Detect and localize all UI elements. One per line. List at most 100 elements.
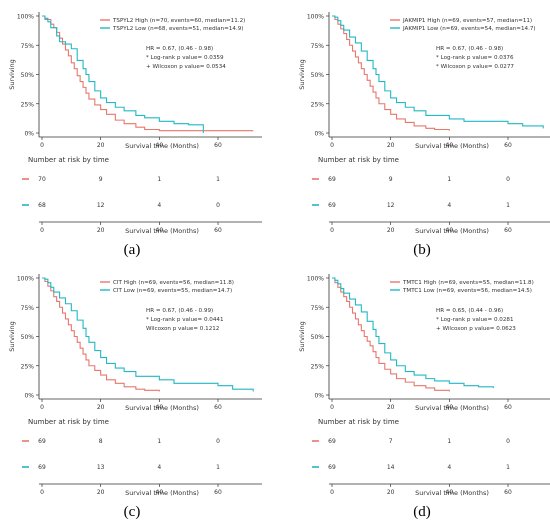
stats-annotation: * Wilcoxon p value= 0.0277 [436,64,514,70]
y-tick-label: 50% [311,334,325,341]
y-tick-label: 50% [311,72,325,79]
y-tick-label: 25% [311,101,325,108]
y-tick-label: 75% [311,305,325,312]
y-tick-label: 75% [311,43,325,50]
stats-annotation: HR = 0.67, (0.46 - 0.98) [146,46,213,52]
y-tick-label: 0% [24,393,34,400]
risk-axis-tick-label: 40 [156,227,164,234]
panel-label: (b) [413,242,431,258]
risk-count: 69 [328,464,336,471]
y-tick-label: 25% [311,363,325,370]
x-axis-label: Survival time (Months) [125,142,199,150]
y-axis-label: Surviving [298,59,306,89]
km-curve-high [42,15,254,132]
legend-entry: CIT High (n=69, events=56, median=11.8) [113,280,234,286]
stats-annotation: HR = 0.65, (0.44 - 0.96) [436,308,503,314]
x-tick-label: 40 [156,142,164,149]
km-curve-low [42,277,254,392]
risk-count: 9 [99,176,103,183]
stats-annotation: * Log-rank p value= 0.0441 [146,317,224,323]
risk-count: 1 [506,464,510,471]
x-tick-label: 20 [387,142,395,149]
km-curve-low [42,15,204,133]
risk-count: 0 [216,202,220,209]
risk-axis-tick-label: 60 [214,227,222,234]
risk-count: 69 [328,438,336,445]
risk-count: 70 [38,176,46,183]
risk-count: 68 [38,202,46,209]
y-tick-label: 100% [17,276,34,283]
panel-label: (a) [124,242,141,258]
x-tick-label: 20 [97,142,105,149]
risk-table-title: Number at risk by time [28,156,109,164]
risk-count: 69 [328,176,336,183]
risk-axis-label: Survival time (Months) [125,489,199,497]
stats-annotation: Wilcoxon p value= 0.1212 [146,326,219,332]
risk-axis-tick-label: 40 [446,227,454,234]
risk-axis-tick-label: 0 [330,489,334,496]
risk-count: 0 [506,438,510,445]
x-tick-label: 60 [214,404,222,411]
x-tick-label: 0 [40,404,44,411]
panel-label: (c) [124,504,141,520]
y-tick-label: 50% [21,334,35,341]
km-curve-low [332,277,494,388]
risk-axis-tick-label: 0 [40,227,44,234]
km-curve-high [42,277,160,392]
km-curve-high [332,15,450,131]
risk-axis-tick-label: 60 [504,227,512,234]
risk-count: 1 [157,438,161,445]
stats-annotation: + Wilcoxon p value= 0.0534 [146,64,226,70]
y-tick-label: 50% [21,72,35,79]
stats-annotation: HR = 0.67, (0.46 - 0.98) [436,46,503,52]
risk-axis-tick-label: 40 [446,489,454,496]
risk-count: 69 [38,438,46,445]
y-tick-label: 100% [307,14,324,21]
legend-entry: JAKMIP1 High (n=69, events=57, median=11… [402,18,532,24]
risk-count: 1 [157,176,161,183]
y-axis-label: Surviving [8,59,16,89]
risk-count: 1 [216,176,220,183]
risk-count: 14 [387,464,395,471]
stats-annotation: HR = 0.67, (0.46 - 0.99) [146,308,213,314]
y-tick-label: 100% [307,276,324,283]
x-tick-label: 60 [504,142,512,149]
risk-axis-tick-label: 20 [387,489,395,496]
risk-axis-tick-label: 20 [97,227,105,234]
risk-count: 1 [447,438,451,445]
risk-axis-label: Survival time (Months) [415,489,489,497]
x-axis-label: Survival time (Months) [415,142,489,150]
x-axis-label: Survival time (Months) [415,404,489,412]
stats-annotation: * Log-rank p value= 0.0281 [436,317,514,323]
risk-table-title: Number at risk by time [318,418,399,426]
stats-annotation: * Log-rank p value= 0.0376 [436,55,514,61]
y-tick-label: 0% [314,393,324,400]
risk-axis-label: Survival time (Months) [125,227,199,235]
y-tick-label: 75% [21,305,35,312]
risk-axis-tick-label: 40 [156,489,164,496]
x-axis-label: Survival time (Months) [125,404,199,412]
risk-count: 12 [97,202,105,209]
risk-count: 9 [389,176,393,183]
risk-count: 1 [506,202,510,209]
x-tick-label: 0 [330,142,334,149]
risk-count: 0 [216,438,220,445]
x-tick-label: 60 [214,142,222,149]
y-tick-label: 25% [21,101,35,108]
km-curve-low [332,15,544,129]
legend-entry: CIT Low (n=69, events=55, median=14.7) [113,288,232,294]
y-tick-label: 0% [24,131,34,138]
stats-annotation: + Wilcoxon p value= 0.0623 [436,326,516,332]
risk-axis-tick-label: 0 [330,227,334,234]
risk-count: 8 [99,438,103,445]
legend-entry: TSPYL2 High (n=70, events=60, median=11.… [112,18,245,24]
x-tick-label: 0 [330,404,334,411]
risk-count: 7 [389,438,393,445]
panel-label: (d) [413,504,431,520]
risk-count: 4 [157,202,161,209]
